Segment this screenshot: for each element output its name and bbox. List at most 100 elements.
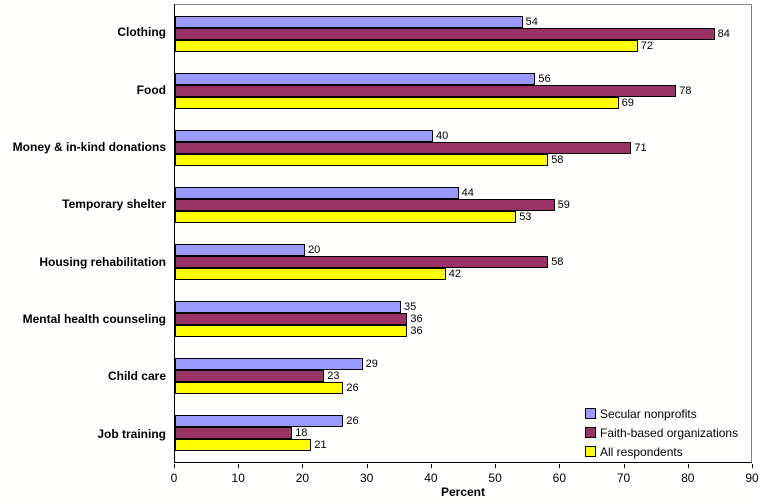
bar <box>175 382 344 395</box>
bar-line: 54 <box>175 15 751 28</box>
bar <box>175 15 523 28</box>
bar-value-label: 59 <box>557 198 570 211</box>
bar-line: 69 <box>175 96 751 109</box>
bar-line: 35 <box>175 301 751 314</box>
category-label: Mental health counseling <box>22 312 166 327</box>
bar <box>175 84 677 97</box>
bar-line: 18 <box>175 427 751 440</box>
bar-line: 20 <box>175 244 751 257</box>
legend-item: All respondents <box>585 442 738 461</box>
x-tick-label: 50 <box>488 471 502 485</box>
bar-value-label: 21 <box>314 439 327 452</box>
x-tick-mark <box>559 464 561 468</box>
bar-group: 35 36 36 <box>175 291 751 348</box>
bar-line: 44 <box>175 186 751 199</box>
bar <box>175 301 401 314</box>
bar <box>175 210 517 223</box>
bar-line: 36 <box>175 325 751 338</box>
legend-label: Faith-based organizations <box>600 425 739 440</box>
legend-label: All respondents <box>600 444 683 459</box>
category-label: Clothing <box>117 25 166 40</box>
bar-value-label: 26 <box>346 415 359 428</box>
bar-value-label: 20 <box>308 244 321 257</box>
bar-line: 23 <box>175 370 751 383</box>
x-tick-mark <box>495 464 497 468</box>
bar-line: 26 <box>175 382 751 395</box>
x-tick-label: 70 <box>616 471 631 485</box>
legend-label: Secular nonprofits <box>600 406 697 421</box>
bar-value-label: 42 <box>448 268 462 281</box>
bar-value-label: 78 <box>679 84 692 97</box>
bar-group: 20 58 42 <box>175 234 751 291</box>
bar-line: 36 <box>175 313 751 326</box>
bar <box>175 325 408 338</box>
bar-value-label: 58 <box>551 153 564 166</box>
bar <box>175 427 293 440</box>
legend-swatch <box>585 446 596 457</box>
category-label: Child care <box>107 369 166 384</box>
x-tick-mark <box>623 464 625 468</box>
bar <box>175 370 325 383</box>
x-tick-label: 30 <box>359 471 374 485</box>
bar-line: 21 <box>175 439 751 452</box>
bar-line: 58 <box>175 153 751 166</box>
bar-line: 59 <box>175 198 751 211</box>
bar-value-label: 53 <box>519 210 532 223</box>
bar <box>175 27 715 40</box>
bar <box>175 141 632 154</box>
bar <box>175 39 638 52</box>
bar-line: 78 <box>175 84 751 97</box>
bar-group: 40 71 58 <box>175 119 751 176</box>
x-tick-mark <box>366 464 368 468</box>
bar-value-label: 84 <box>717 27 730 40</box>
bar-line: 58 <box>175 256 751 269</box>
category-label: Food <box>136 82 166 97</box>
bar-line: 40 <box>175 129 751 142</box>
x-tick-label: 60 <box>552 471 567 485</box>
bar-group: 26 18 21 <box>175 405 751 462</box>
bar-value-label: 23 <box>327 370 340 383</box>
bar-value-label: 40 <box>436 129 449 142</box>
x-tick-mark <box>687 464 689 468</box>
x-tick-label: 90 <box>745 471 759 485</box>
legend-swatch <box>585 427 596 438</box>
bar-line: 84 <box>175 27 751 40</box>
x-tick-mark <box>430 464 432 468</box>
bar <box>175 415 344 428</box>
bar <box>175 186 459 199</box>
category-label: Housing rehabilitation <box>39 254 166 269</box>
bar <box>175 244 305 257</box>
x-tick-mark <box>752 464 753 468</box>
x-tick-mark <box>174 464 175 468</box>
legend: Secular nonprofits Faith-based organizati… <box>585 404 738 461</box>
bar-line: 71 <box>175 141 751 154</box>
bar-line: 26 <box>175 415 751 428</box>
bar <box>175 198 555 211</box>
x-axis-title: Percent <box>440 485 486 499</box>
bar <box>175 256 549 269</box>
bar-value-label: 26 <box>346 382 359 395</box>
bar-group: 44 59 53 <box>175 176 751 233</box>
x-tick-label: 40 <box>424 471 438 485</box>
category-label: Job training <box>97 426 166 441</box>
bar <box>175 72 536 85</box>
category-label: Temporary shelter <box>62 197 166 212</box>
bar <box>175 439 312 452</box>
bar <box>175 268 446 281</box>
x-tick-label: 10 <box>231 471 245 485</box>
bar-line: 42 <box>175 268 751 281</box>
plot-area: 54 84 72 56 78 69 40 71 58 44 59 53 20 58 42 35 36 36 29 23… <box>174 4 752 463</box>
category-axis: Clothing Food Money & in-kind donations Tem… <box>0 4 166 463</box>
bar-line: 53 <box>175 210 751 223</box>
bar <box>175 96 619 109</box>
x-tick-label: 0 <box>170 471 178 485</box>
bar-line: 56 <box>175 72 751 85</box>
bar <box>175 358 363 371</box>
bar-value-label: 58 <box>551 256 564 269</box>
bar-value-label: 71 <box>634 141 647 154</box>
bar-line: 29 <box>175 358 751 371</box>
bar-value-label: 56 <box>538 72 551 85</box>
bar-value-label: 35 <box>404 301 417 314</box>
x-tick-label: 80 <box>681 471 695 485</box>
